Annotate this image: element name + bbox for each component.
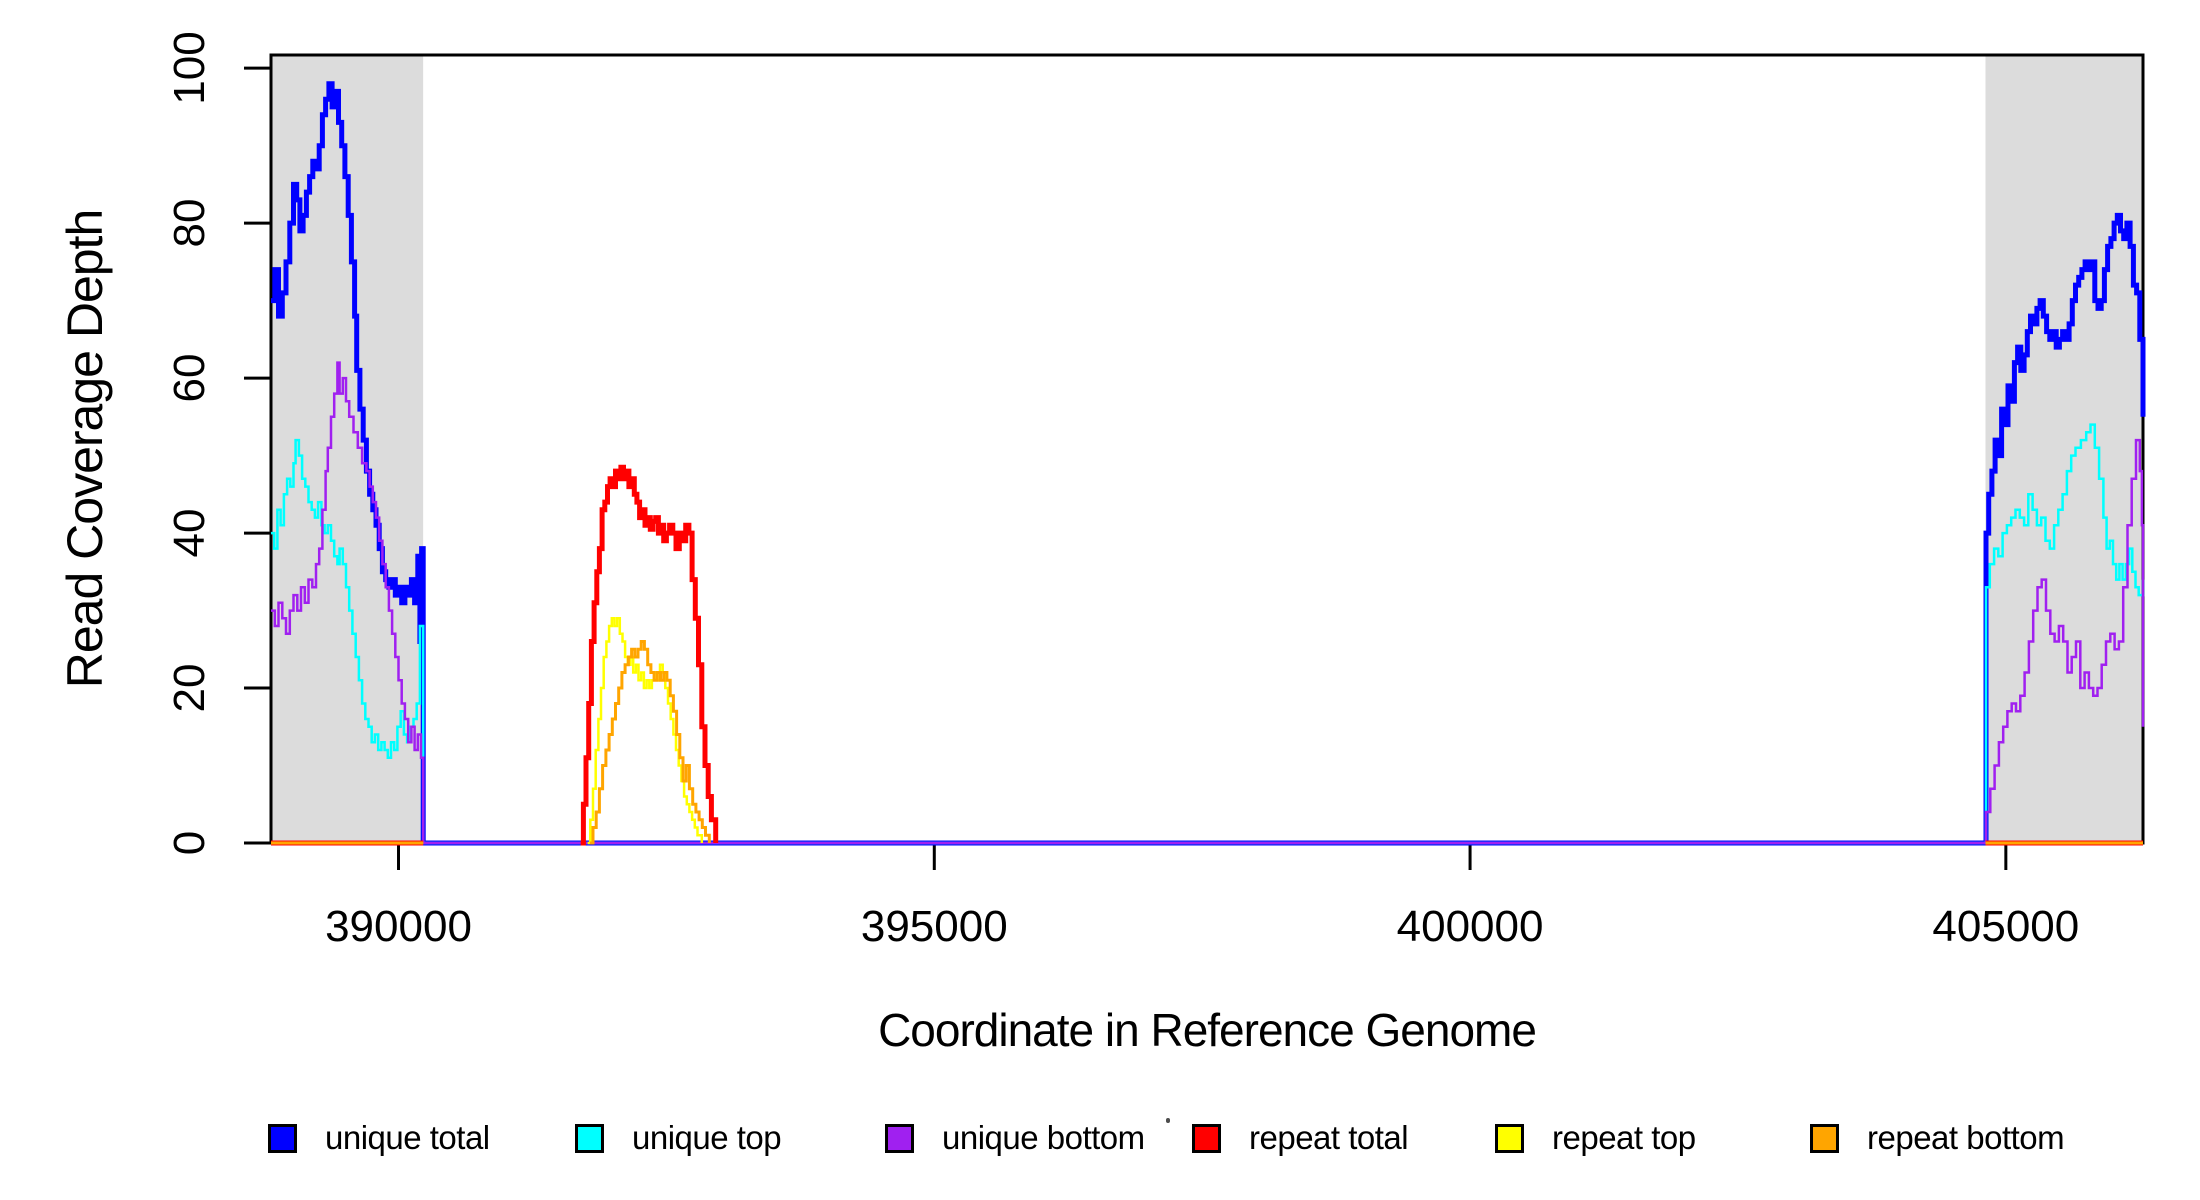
legend-swatch-repeat-bottom (1810, 1123, 1839, 1153)
y-tick-label-80: 80 (165, 198, 214, 248)
x-axis-title: Coordinate in Reference Genome (878, 1004, 1537, 1056)
y-tick-label-60: 60 (165, 353, 214, 403)
legend-item-repeat-top: repeat top (1495, 1119, 1696, 1156)
x-tick-label-405000: 405000 (1932, 902, 2080, 951)
legend: unique total unique top unique bottom repea… (0, 1119, 2200, 1156)
legend-item-unique-bottom: unique bottom (885, 1119, 1145, 1156)
x-tick-label-390000: 390000 (325, 902, 472, 951)
legend-label-repeat-total: repeat total (1249, 1119, 1409, 1156)
legend-label-unique-top: unique top (632, 1119, 782, 1156)
legend-swatch-unique-total (268, 1123, 297, 1153)
legend-item-unique-total: unique total (268, 1119, 490, 1156)
legend-item-repeat-bottom: repeat bottom (1810, 1119, 2065, 1156)
legend-swatch-unique-bottom (885, 1123, 914, 1153)
legend-label-unique-bottom: unique bottom (942, 1119, 1145, 1156)
series-unique-total-segment-0 (271, 81, 2146, 846)
series-unique-bottom-segment-0 (271, 361, 2145, 845)
legend-label-repeat-bottom: repeat bottom (1867, 1119, 2065, 1156)
y-axis-title: Read Coverage Depth (57, 209, 113, 689)
y-tick-label-0: 0 (165, 830, 214, 856)
highlight-band-1 (1985, 55, 2143, 843)
legend-swatch-repeat-total (1192, 1123, 1221, 1153)
legend-item-unique-top: unique top (575, 1119, 782, 1156)
x-tick-label-395000: 395000 (860, 902, 1008, 951)
y-tick-label-20: 20 (165, 663, 214, 713)
legend-swatch-unique-top (575, 1123, 604, 1153)
y-tick-label-100: 100 (165, 31, 214, 105)
x-tick-label-400000: 400000 (1396, 902, 1544, 951)
legend-swatch-repeat-top (1495, 1123, 1524, 1153)
y-tick-label-40: 40 (165, 508, 214, 558)
stray-dot-artifact (1166, 1118, 1170, 1123)
legend-label-unique-total: unique total (325, 1119, 490, 1156)
series-repeat-top-segment-1 (587, 617, 704, 845)
legend-item-repeat-total: repeat total (1192, 1119, 1409, 1156)
series-unique-top-segment-0 (271, 423, 2145, 845)
legend-label-repeat-top: repeat top (1552, 1119, 1696, 1156)
plot-frame (269, 53, 2145, 845)
series-repeat-total-segment-1 (580, 464, 719, 846)
series-repeat-bottom-segment-1 (589, 640, 711, 845)
